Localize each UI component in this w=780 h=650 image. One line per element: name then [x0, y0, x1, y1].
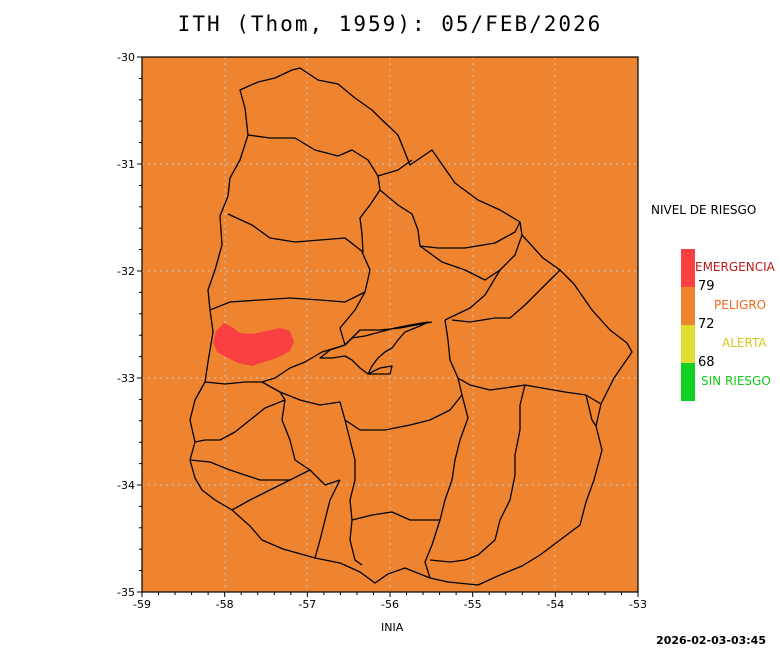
lon-tick-label: -54	[546, 598, 564, 611]
lat-tick-label: -31	[117, 158, 135, 171]
legend-swatch-sin-riesgo	[681, 363, 695, 401]
lat-tick-label: -34	[117, 479, 135, 492]
legend-threshold-72: 72	[698, 317, 715, 332]
legend-swatch-peligro	[681, 287, 695, 325]
country-outline	[189, 67, 633, 586]
legend-swatch-emergencia	[681, 249, 695, 287]
lat-tick-label: -35	[117, 586, 135, 599]
lon-tick-label: -55	[464, 598, 482, 611]
timestamp: 2026-02-03-03:45	[656, 634, 766, 647]
lon-tick-label: -59	[133, 598, 151, 611]
lat-tick-label: -33	[117, 372, 135, 385]
rio-negro-lake	[319, 321, 429, 375]
legend-label-peligro: PELIGRO	[714, 298, 767, 312]
legend-swatch-alerta	[681, 325, 695, 363]
legend-label-emergencia: EMERGENCIA	[695, 260, 775, 274]
lon-tick-label: -58	[216, 598, 234, 611]
lat-tick-label: -32	[117, 265, 135, 278]
legend-threshold-68: 68	[698, 355, 715, 370]
lat-tick-label: -30	[117, 51, 135, 64]
emergency-hotspot	[213, 323, 294, 366]
legend-threshold-79: 79	[698, 279, 715, 294]
legend-title: NIVEL DE RIESGO	[651, 203, 757, 217]
lon-tick-label: -57	[298, 598, 316, 611]
axis-tick-labels: -59 -58 -57 -56 -55 -54 -53 -30 -31 -32 -33 -34 -35	[117, 51, 647, 611]
grid-lines	[142, 57, 638, 592]
map-title: ITH (Thom, 1959): 05/FEB/2026	[177, 12, 603, 36]
axis-ticks	[137, 56, 639, 597]
department-borders	[189, 67, 633, 586]
source-label: INIA	[381, 621, 404, 634]
legend-label-sin-riesgo: SIN RIESGO	[701, 374, 771, 388]
lon-tick-label: -56	[381, 598, 399, 611]
lon-tick-label: -53	[629, 598, 647, 611]
legend-label-alerta: ALERTA	[722, 336, 767, 350]
